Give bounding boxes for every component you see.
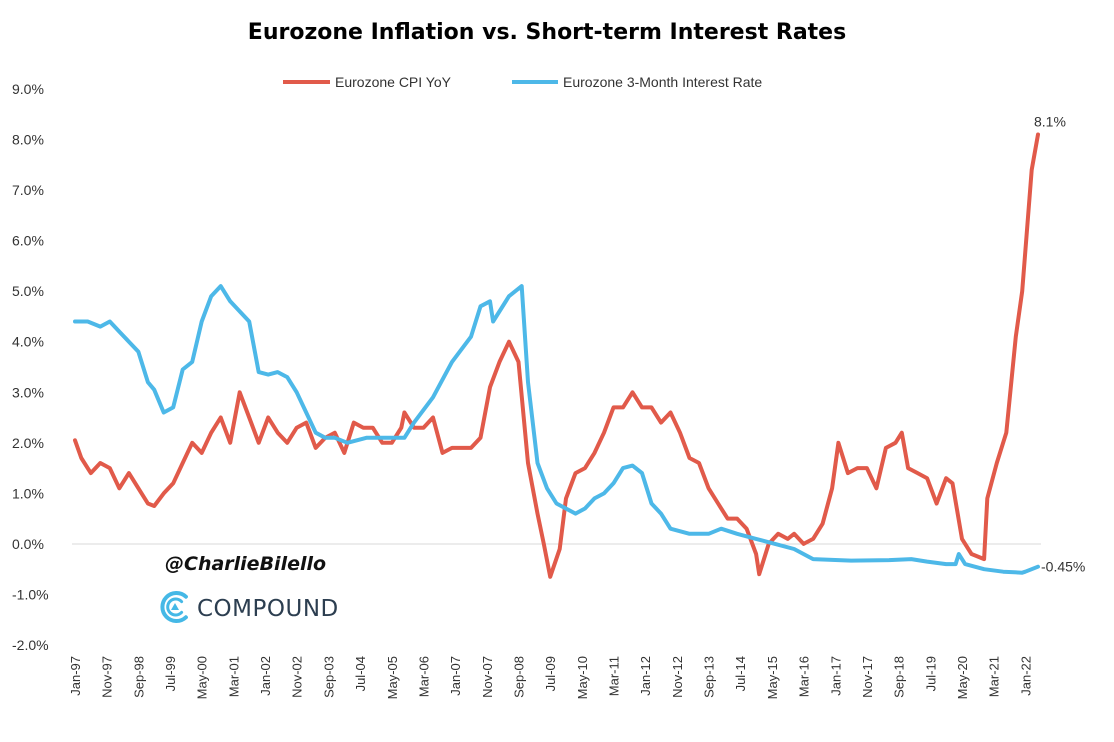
x-tick-label: Jan-22 (1018, 656, 1033, 696)
x-tick-label: Jul-09 (543, 656, 558, 691)
x-tick-label: Mar-16 (797, 656, 812, 697)
x-tick-label: Nov-17 (860, 656, 875, 698)
x-tick-label: Mar-01 (226, 656, 241, 697)
legend-label-cpi: Eurozone CPI YoY (335, 74, 452, 90)
cpi-end-label: 8.1% (1034, 113, 1066, 129)
interest-rate-series-line (73, 284, 1040, 575)
x-tick-label: Jul-99 (163, 656, 178, 691)
x-tick-label: Jan-02 (258, 656, 273, 696)
y-tick-label: 3.0% (12, 384, 44, 400)
x-tick-label: May-15 (765, 656, 780, 699)
rate-end-label: -0.45% (1041, 559, 1085, 575)
y-tick-label: 4.0% (12, 334, 44, 350)
y-tick-label: 2.0% (12, 435, 44, 451)
y-tick-label: -1.0% (12, 586, 49, 602)
y-tick-label: 0.0% (12, 536, 44, 552)
x-tick-label: Sep-03 (321, 656, 336, 698)
y-tick-label: 7.0% (12, 182, 44, 198)
x-tick-label: Sep-08 (511, 656, 526, 698)
y-tick-label: 8.0% (12, 132, 44, 148)
x-tick-label: May-20 (955, 656, 970, 699)
x-tick-label: Mar-06 (416, 656, 431, 697)
annotations: 8.1% -0.45% (1034, 113, 1085, 574)
x-tick-label: Nov-12 (670, 656, 685, 698)
x-tick-label: May-00 (195, 656, 210, 699)
x-tick-label: Nov-97 (100, 656, 115, 698)
y-tick-label: -2.0% (12, 637, 49, 653)
x-tick-label: May-05 (385, 656, 400, 699)
x-tick-label: Nov-07 (480, 656, 495, 698)
x-tick-label: Sep-13 (702, 656, 717, 698)
x-tick-label: Mar-21 (987, 656, 1002, 697)
x-tick-label: Jul-04 (353, 656, 368, 691)
series-layer (73, 132, 1040, 579)
x-tick-label: Nov-02 (290, 656, 305, 698)
x-tick-label: Mar-11 (607, 656, 622, 696)
x-tick-label: Jan-07 (448, 656, 463, 696)
x-tick-label: Jan-17 (828, 656, 843, 696)
y-axis-ticks: 9.0% 8.0% 7.0% 6.0% 5.0% 4.0% 3.0% 2.0% 1.0% 0.0%… (12, 81, 49, 653)
y-tick-label: 5.0% (12, 283, 44, 299)
x-tick-label: Jan-97 (68, 656, 83, 696)
cpi-series-line (73, 132, 1040, 579)
x-tick-label: Jul-14 (733, 656, 748, 691)
chart-title: Eurozone Inflation vs. Short-term Intere… (248, 20, 846, 45)
x-tick-label: Jul-19 (923, 656, 938, 691)
x-tick-label: Jan-12 (638, 656, 653, 696)
y-tick-label: 6.0% (12, 233, 44, 249)
x-tick-label: Sep-18 (892, 656, 907, 698)
y-tick-label: 9.0% (12, 81, 44, 97)
legend-label-rate: Eurozone 3-Month Interest Rate (563, 74, 762, 90)
legend: Eurozone CPI YoY Eurozone 3-Month Intere… (283, 74, 762, 90)
x-tick-label: May-10 (575, 656, 590, 699)
compound-logo-icon (160, 591, 188, 623)
watermark-handle: @CharlieBilello (165, 553, 326, 575)
watermark: @CharlieBilello COMPOUND (160, 553, 339, 623)
x-axis-ticks: Jan-97 Nov-97 Sep-98 Jul-99 May-00 Mar-01 Jan-… (68, 656, 1033, 699)
x-tick-label: Sep-98 (131, 656, 146, 698)
watermark-brand: COMPOUND (197, 596, 339, 622)
y-tick-label: 1.0% (12, 485, 44, 501)
